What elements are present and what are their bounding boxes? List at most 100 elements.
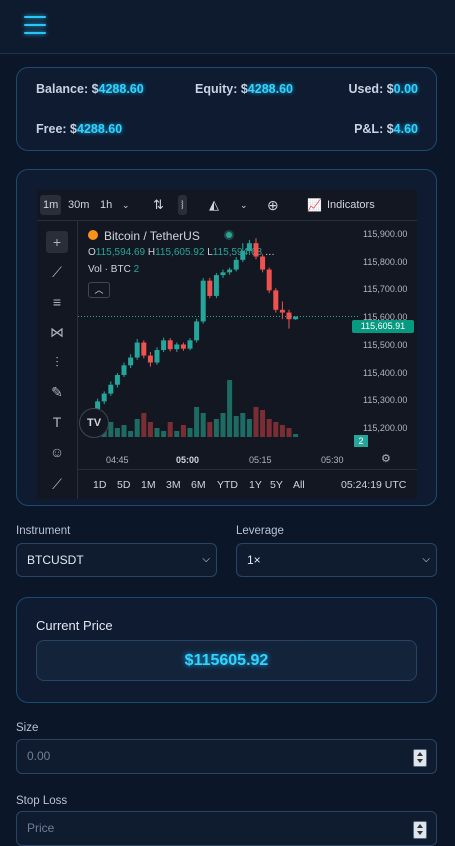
hamburger-menu-icon[interactable] xyxy=(24,16,46,38)
time-tick: 05:30 xyxy=(321,455,344,465)
price-tick: 115,600.00 xyxy=(363,312,408,323)
candle xyxy=(187,340,193,349)
candle xyxy=(95,401,101,412)
candle xyxy=(200,280,206,322)
volume-bar xyxy=(134,419,140,437)
chart-settings-icon[interactable]: ⚙ xyxy=(381,453,391,465)
candle xyxy=(266,269,272,291)
size-stepper-icon[interactable] xyxy=(413,749,427,767)
indicators-icon[interactable]: 📈 xyxy=(307,198,322,212)
free-stat: Free: $4288.60 xyxy=(36,122,123,136)
utc-clock[interactable]: 05:24:19 UTC xyxy=(341,479,407,491)
range-all[interactable]: All xyxy=(293,479,305,491)
price-tick: 115,400.00 xyxy=(363,367,408,378)
candle xyxy=(180,344,186,349)
add-symbol-icon[interactable]: ⊕ xyxy=(267,197,279,213)
candle xyxy=(233,259,239,270)
candle xyxy=(253,243,259,257)
leverage-select[interactable]: 1× ⌵ xyxy=(236,543,437,577)
volume-bar xyxy=(233,416,239,437)
interval-30m-button[interactable]: 30m xyxy=(68,199,90,211)
interval-1h-button[interactable]: 1h xyxy=(100,199,113,211)
symbol-name: Bitcoin / TetherUS xyxy=(104,229,200,243)
candle xyxy=(101,393,107,402)
stop-loss-stepper-icon[interactable] xyxy=(413,821,427,839)
candle xyxy=(293,316,299,320)
time-tick: 04:45 xyxy=(106,455,129,465)
stop-loss-input[interactable]: Price xyxy=(16,811,437,846)
range-5d[interactable]: 5D xyxy=(117,479,131,491)
candle xyxy=(207,280,213,296)
time-tick: 05:00 xyxy=(176,455,200,465)
candle xyxy=(128,357,134,366)
range-ytd[interactable]: YTD xyxy=(217,479,238,491)
equity-stat: Equity: $4288.60 xyxy=(195,82,293,96)
volume-bar xyxy=(147,422,153,437)
candle xyxy=(108,384,114,394)
volume-bar xyxy=(174,431,180,437)
top-header xyxy=(0,0,455,54)
tradingview-widget[interactable]: 1m 30m 1h ⌄ ⇅ ⧘ ◭ ⌄ ⊕ 📈 Indicators + ⟋ ≡… xyxy=(37,190,417,499)
tradingview-logo-icon[interactable]: TV xyxy=(79,408,109,438)
compare-bars-icon[interactable]: ⇅ xyxy=(153,197,164,212)
candle xyxy=(260,256,266,270)
volume-bar xyxy=(114,428,120,437)
size-input[interactable]: 0.00 xyxy=(16,739,437,774)
leverage-label: Leverage xyxy=(236,525,284,537)
volume-bar xyxy=(187,428,193,437)
ruler-icon[interactable]: ⟋ xyxy=(52,476,62,492)
price-tick: 115,900.00 xyxy=(363,228,408,239)
range-5y[interactable]: 5Y xyxy=(270,479,283,491)
volume-bar xyxy=(253,407,259,437)
volume-legend: Vol · BTC 2 xyxy=(88,264,140,275)
fib-retracement-icon[interactable]: ⫶ xyxy=(55,354,59,370)
area-chart-icon[interactable]: ◭ xyxy=(209,197,219,212)
brush-icon[interactable]: ✎ xyxy=(51,384,63,400)
volume-bar xyxy=(167,422,173,437)
candle xyxy=(227,269,233,273)
candle xyxy=(141,342,147,356)
volume-bar xyxy=(266,419,272,437)
volume-bar xyxy=(273,422,279,437)
candles-chart-type-icon[interactable]: ⧘ xyxy=(178,195,187,215)
chevron-down-icon: ⌵ xyxy=(422,554,430,565)
current-price-label: Current Price xyxy=(36,618,113,633)
candle xyxy=(194,321,200,341)
price-tick: 115,700.00 xyxy=(363,284,408,295)
divider xyxy=(78,469,417,470)
interval-chevron-down-icon[interactable]: ⌄ xyxy=(122,200,130,210)
candle xyxy=(134,342,140,358)
price-tick: 115,800.00 xyxy=(363,256,408,267)
candle xyxy=(246,243,252,251)
interval-1m-button[interactable]: 1m xyxy=(40,195,62,215)
volume-bar xyxy=(220,413,226,437)
volume-bar xyxy=(180,425,186,437)
current-price-card: Current Price $115605.92 xyxy=(16,597,437,703)
range-1y[interactable]: 1Y xyxy=(249,479,262,491)
crosshair-icon[interactable]: + xyxy=(46,231,68,253)
text-tool-icon[interactable]: T xyxy=(52,414,62,430)
pnl-stat: P&L: $4.60 xyxy=(354,122,418,136)
chart-type-chevron-down-icon[interactable]: ⌄ xyxy=(240,200,248,210)
instrument-value: BTCUSDT xyxy=(27,553,84,567)
candle xyxy=(220,272,226,276)
instrument-select[interactable]: BTCUSDT ⌵ xyxy=(16,543,217,577)
pattern-icon[interactable]: ⋈ xyxy=(50,324,64,340)
range-1d[interactable]: 1D xyxy=(93,479,107,491)
volume-bar xyxy=(207,422,213,437)
range-6m[interactable]: 6M xyxy=(191,479,206,491)
emoji-icon[interactable]: ☺ xyxy=(49,444,65,460)
range-3m[interactable]: 3M xyxy=(166,479,181,491)
indicators-button[interactable]: Indicators xyxy=(327,199,375,211)
stop-loss-placeholder: Price xyxy=(27,821,55,835)
trend-line-icon[interactable]: ⟋ xyxy=(52,264,62,280)
candle xyxy=(154,350,160,363)
chart-card: 1m 30m 1h ⌄ ⇅ ⧘ ◭ ⌄ ⊕ 📈 Indicators + ⟋ ≡… xyxy=(16,169,437,506)
candle xyxy=(121,365,127,376)
candle xyxy=(279,309,285,313)
size-label: Size xyxy=(16,722,39,734)
chevron-down-icon: ⌵ xyxy=(202,554,210,565)
range-1m[interactable]: 1M xyxy=(141,479,156,491)
horizontal-lines-icon[interactable]: ≡ xyxy=(52,294,62,310)
collapse-legend-button[interactable]: ︿ xyxy=(88,282,110,298)
